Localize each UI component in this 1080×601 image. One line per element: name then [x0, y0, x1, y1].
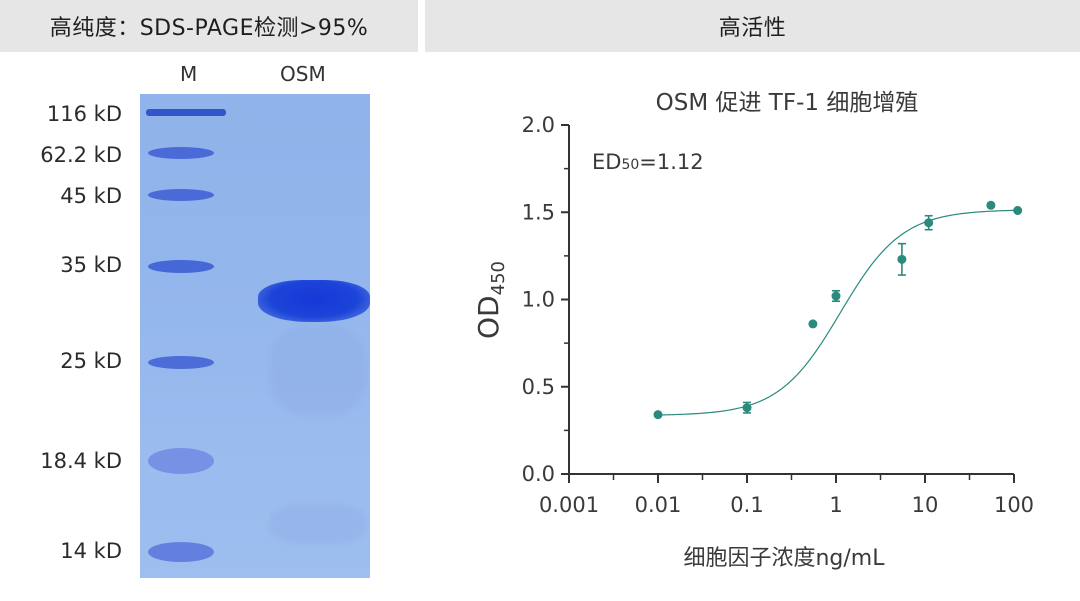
gel-panel-header: 高纯度：SDS-PAGE检测>95%: [0, 0, 418, 52]
bioactivity-chart: OSM 促进 TF-1 细胞增殖 ED50=1.12 OD450 细胞因子浓度n…: [472, 90, 1034, 571]
data-point: [831, 291, 841, 301]
x-tick-label: 0.01: [635, 493, 682, 517]
ed50-text: ED50=1.12: [592, 150, 704, 174]
mw-label-62: 62.2 kD: [40, 143, 122, 167]
data-point: [1013, 206, 1023, 216]
mw-label-35: 35 kD: [60, 253, 122, 277]
lane-smear: [270, 326, 366, 416]
y-tick-label: 0.5: [522, 375, 555, 399]
y-tick-label: 0.0: [522, 462, 555, 486]
ladder-band-18: [148, 448, 214, 474]
fit-curve: [657, 209, 1018, 416]
mw-label-14: 14 kD: [60, 539, 122, 563]
ladder-band-14: [148, 542, 214, 562]
ed50-value: =1.12: [639, 150, 703, 174]
x-tick-label: 100: [994, 493, 1034, 517]
sds-page-gel-image: [140, 94, 370, 578]
y-axis-label-sub: 450: [488, 261, 509, 295]
ladder-band-35: [148, 260, 214, 273]
y-tick-label: 1.5: [522, 200, 555, 224]
data-point: [742, 403, 752, 413]
lane-label-marker: M: [180, 62, 198, 86]
ladder-band-62: [148, 147, 214, 159]
data-points: [653, 200, 1023, 420]
chart-axes: 0.0 0.5 1.0 1.5 2.0 0.001 0.01 0.1 1 10 100: [522, 113, 1034, 517]
fit-curve-group: [657, 209, 1018, 416]
y-tick-label: 1.0: [522, 288, 555, 312]
osm-protein-band: [258, 280, 370, 322]
mw-label-25: 25 kD: [60, 349, 122, 373]
x-tick-label: 0.001: [539, 493, 599, 517]
ladder-band-116: [146, 109, 226, 116]
mw-label-45: 45 kD: [60, 184, 122, 208]
ladder-band-25: [148, 356, 214, 369]
lane-smear: [270, 504, 366, 544]
data-point: [924, 218, 934, 228]
y-tick-label: 2.0: [522, 113, 555, 137]
ladder-band-45: [148, 189, 214, 201]
ed50-subscript: 50: [621, 157, 639, 173]
y-axis-label-main: OD: [472, 295, 505, 339]
lane-label-osm: OSM: [280, 62, 326, 86]
x-axis-label: 细胞因子浓度ng/mL: [683, 546, 885, 571]
ed50-annotation: ED50=1.12: [592, 150, 704, 174]
x-tick-label: 0.1: [730, 493, 763, 517]
data-point: [897, 254, 907, 264]
data-point: [808, 319, 818, 329]
y-axis-label: OD450: [472, 261, 509, 339]
x-tick-label: 10: [912, 493, 939, 517]
x-tick-label: 1: [829, 493, 842, 517]
ed50-prefix: ED: [592, 150, 621, 174]
chart-title: OSM 促进 TF-1 细胞增殖: [656, 90, 919, 116]
mw-label-116: 116 kD: [46, 102, 122, 126]
data-point: [653, 410, 663, 420]
mw-label-18: 18.4 kD: [40, 449, 122, 473]
activity-panel-header: 高活性: [425, 0, 1080, 52]
data-point: [986, 200, 996, 210]
